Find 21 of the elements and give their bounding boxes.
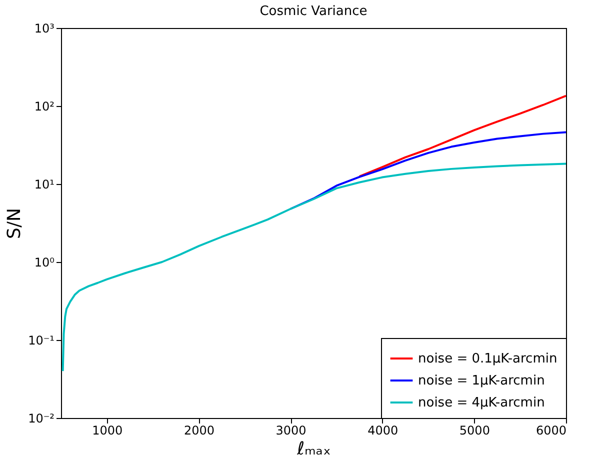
legend-label: noise = 1μK-arcmin — [418, 374, 545, 388]
line-series — [358, 94, 566, 178]
y-tick-label: 10⁻¹ — [28, 334, 55, 348]
y-tick-label: 10¹ — [34, 178, 55, 192]
y-tick-label: 10² — [34, 100, 55, 114]
y-tick-label: 10⁻² — [28, 412, 55, 426]
legend-label: noise = 4μK-arcmin — [418, 396, 545, 410]
x-tick-label: 4000 — [368, 424, 398, 438]
legend-label: noise = 0.1μK-arcmin — [418, 352, 558, 366]
line-series — [290, 131, 566, 210]
y-tick-label: 10⁰ — [34, 256, 55, 270]
x-tick-label: 5000 — [459, 424, 490, 438]
x-axis-title: ℓₘₐₓ — [296, 438, 331, 460]
chart-title: Cosmic Variance — [260, 4, 368, 19]
x-tick-label: 3000 — [276, 424, 306, 438]
y-axis-title: S/N — [4, 208, 26, 239]
line-series — [62, 162, 566, 372]
x-tick-label: 2000 — [184, 424, 214, 438]
y-tick-label: 10³ — [34, 22, 55, 36]
x-tick-label: 1000 — [92, 424, 123, 438]
x-tick-label: 6000 — [536, 424, 566, 438]
